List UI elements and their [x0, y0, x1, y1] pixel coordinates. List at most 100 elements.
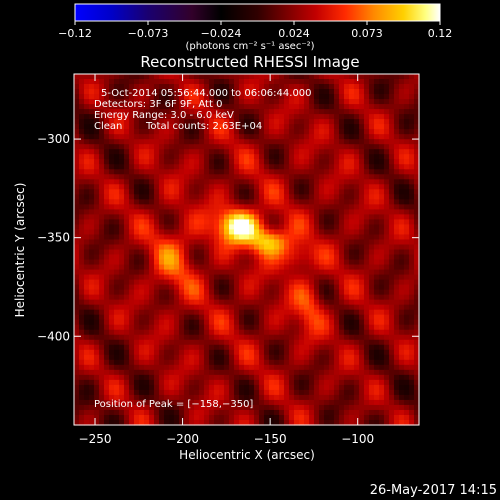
heatmap-cell — [264, 134, 270, 140]
heatmap-cell — [369, 254, 375, 261]
heatmap-cell — [184, 284, 190, 291]
heatmap-cell — [319, 339, 325, 346]
heatmap-cell — [274, 269, 280, 276]
heatmap-cell — [394, 379, 400, 386]
heatmap-cell — [239, 274, 245, 281]
heatmap-cell — [319, 214, 325, 221]
heatmap-cell — [169, 284, 175, 291]
heatmap-cell — [144, 169, 150, 175]
heatmap-cell — [304, 404, 310, 411]
heatmap-cell — [259, 224, 265, 231]
heatmap-cell — [219, 284, 225, 291]
heatmap-cell — [189, 324, 195, 331]
heatmap-cell — [349, 174, 355, 180]
heatmap-cell — [79, 304, 85, 311]
heatmap-cell — [119, 274, 125, 281]
heatmap-cell — [314, 109, 320, 115]
heatmap-cell — [394, 74, 400, 80]
heatmap-cell — [139, 99, 145, 105]
heatmap-cell — [224, 414, 230, 421]
heatmap-cell — [284, 299, 290, 306]
heatmap-cell — [169, 129, 175, 135]
heatmap-cell — [244, 349, 250, 356]
heatmap-cell — [319, 389, 325, 396]
heatmap-cell — [304, 249, 310, 256]
heatmap-cell — [394, 289, 400, 296]
heatmap-cell — [369, 149, 375, 155]
heatmap-cell — [239, 129, 245, 135]
heatmap-cell — [329, 269, 335, 276]
heatmap-cell — [364, 214, 370, 221]
heatmap-cell — [309, 334, 315, 341]
heatmap-cell — [394, 94, 400, 100]
heatmap-cell — [264, 99, 270, 105]
heatmap-cell — [109, 254, 115, 261]
heatmap-cell — [179, 359, 185, 366]
heatmap-cell — [149, 354, 155, 361]
heatmap-cell — [134, 349, 140, 356]
heatmap-cell — [124, 174, 130, 180]
heatmap-cell — [279, 164, 285, 170]
heatmap-cell — [409, 99, 415, 105]
heatmap-cell — [299, 269, 305, 276]
heatmap-cell — [324, 99, 330, 105]
heatmap-cell — [234, 414, 240, 421]
heatmap-cell — [274, 179, 280, 185]
heatmap-cell — [369, 409, 375, 416]
heatmap-cell — [344, 369, 350, 376]
heatmap-cell — [164, 349, 170, 356]
heatmap-cell — [189, 189, 195, 195]
heatmap-cell — [249, 239, 255, 246]
heatmap-cell — [219, 154, 225, 160]
heatmap-cell — [154, 379, 160, 386]
heatmap-cell — [259, 304, 265, 311]
heatmap-cell — [234, 269, 240, 276]
heatmap-cell — [399, 184, 405, 190]
heatmap-cell — [409, 149, 415, 155]
heatmap-cell — [114, 234, 120, 241]
heatmap-cell — [309, 414, 315, 421]
heatmap-cell — [404, 344, 410, 351]
heatmap-cell — [89, 234, 95, 241]
heatmap-cell — [384, 114, 390, 120]
heatmap-cell — [389, 284, 395, 291]
heatmap-cell — [284, 404, 290, 411]
heatmap-cell — [364, 279, 370, 286]
heatmap-cell — [324, 214, 330, 221]
heatmap-cell — [264, 79, 270, 85]
heatmap-cell — [234, 279, 240, 286]
heatmap-cell — [209, 89, 215, 95]
heatmap-cell — [249, 379, 255, 386]
heatmap-cell — [189, 364, 195, 371]
heatmap-cell — [264, 174, 270, 180]
heatmap-cell — [349, 204, 355, 210]
heatmap-cell — [114, 184, 120, 190]
heatmap-cell — [379, 359, 385, 366]
heatmap-cell — [179, 314, 185, 321]
heatmap-cell — [239, 119, 245, 125]
heatmap-cell — [164, 379, 170, 386]
heatmap-cell — [164, 109, 170, 115]
heatmap-cell — [194, 389, 200, 396]
heatmap-cell — [154, 239, 160, 246]
heatmap-cell — [299, 244, 305, 251]
heatmap-cell — [284, 239, 290, 246]
heatmap-cell — [229, 329, 235, 336]
heatmap-cell — [374, 149, 380, 155]
heatmap-cell — [94, 204, 100, 210]
heatmap-cell — [194, 399, 200, 406]
heatmap-cell — [84, 269, 90, 276]
heatmap-cell — [324, 384, 330, 391]
heatmap-cell — [139, 154, 145, 160]
heatmap-cell — [164, 389, 170, 396]
heatmap-cell — [239, 419, 245, 426]
heatmap-cell — [84, 359, 90, 366]
heatmap-cell — [89, 224, 95, 231]
heatmap-cell — [109, 334, 115, 341]
heatmap-cell — [164, 324, 170, 331]
heatmap-cell — [84, 379, 90, 386]
heatmap-cell — [204, 114, 210, 120]
heatmap-cell — [374, 364, 380, 371]
heatmap-cell — [209, 394, 215, 401]
heatmap-cell — [409, 239, 415, 246]
